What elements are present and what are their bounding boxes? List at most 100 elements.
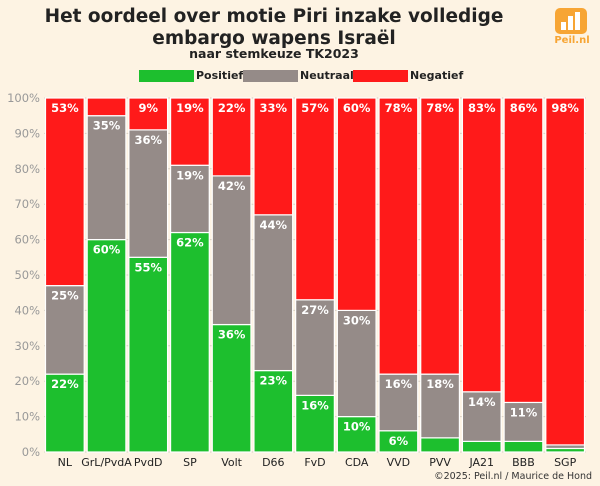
data-label: 11% — [510, 405, 538, 419]
bar-segment-positief — [128, 256, 169, 453]
legend-label-positief: Positief — [196, 69, 244, 82]
data-label: 18% — [426, 377, 454, 391]
x-tick-label: NL — [58, 456, 73, 469]
x-tick-label: PvdD — [134, 456, 163, 469]
y-tick-label: 50% — [14, 268, 40, 282]
chart-subtitle: naar stemkeuze TK2023 — [189, 46, 359, 61]
bar-segment-neutraal — [128, 129, 169, 258]
x-tick-label: VVD — [387, 456, 411, 469]
x-tick-label: FvD — [304, 456, 325, 469]
data-label: 60% — [93, 243, 121, 257]
bar-segment-neutraal — [44, 285, 85, 375]
y-tick-label: 10% — [14, 410, 40, 424]
y-tick-label: 60% — [14, 233, 40, 247]
data-label: 14% — [468, 395, 496, 409]
bar-segment-positief — [295, 394, 335, 453]
x-tick-label: Volt — [221, 456, 242, 469]
x-tick-label: SP — [183, 456, 197, 469]
data-label: 9% — [138, 101, 158, 115]
legend-swatch-neutraal — [243, 70, 298, 82]
legend-label-neutraal: Neutraal — [300, 69, 354, 82]
data-label: 23% — [260, 374, 288, 388]
bar-segment-neutraal — [295, 299, 335, 396]
data-label: 44% — [260, 218, 288, 232]
x-tick-label: JA21 — [468, 456, 494, 469]
y-tick-label: 40% — [14, 303, 40, 317]
data-label: 57% — [301, 101, 329, 115]
data-label: 10% — [343, 420, 371, 434]
bar-segment-neutraal — [211, 175, 252, 326]
data-label: 36% — [218, 328, 246, 342]
bar-segment-negatief — [336, 97, 377, 311]
bar-segment-negatief — [378, 97, 419, 375]
data-label: 78% — [426, 101, 454, 115]
legend-swatch-positief — [139, 70, 194, 82]
data-label: 78% — [385, 101, 413, 115]
bar-segment-positief — [336, 416, 377, 453]
x-tick-label: PVV — [429, 456, 451, 469]
bar-segment-neutraal — [253, 214, 294, 372]
bar-segment-negatief — [44, 97, 85, 287]
data-label: 22% — [218, 101, 246, 115]
data-label: 19% — [176, 168, 204, 182]
data-label: 33% — [260, 101, 288, 115]
bar-segment-negatief — [253, 97, 294, 216]
y-tick-label: 100% — [7, 91, 40, 105]
bar-segment-neutraal — [169, 164, 210, 234]
bar-segment-positief — [211, 323, 252, 453]
data-label: 16% — [385, 377, 413, 391]
bar-segment-negatief — [461, 97, 502, 393]
x-tick-label: D66 — [262, 456, 284, 469]
data-label: 98% — [551, 101, 579, 115]
bar-segment-positief — [503, 440, 544, 453]
data-label: 36% — [134, 133, 162, 147]
data-label: 19% — [176, 101, 204, 115]
data-label: 22% — [51, 377, 79, 391]
y-tick-label: 90% — [14, 126, 40, 140]
y-tick-label: 80% — [14, 162, 40, 176]
bar-segment-negatief — [169, 97, 210, 166]
bar-segment-neutraal — [336, 309, 377, 418]
data-label: 30% — [343, 313, 371, 327]
bar-segment-positief — [169, 231, 210, 453]
bar-segment-neutraal — [420, 373, 461, 439]
bar-segment-negatief — [295, 97, 335, 301]
bar-segment-negatief — [128, 97, 169, 131]
x-tick-label: SGP — [554, 456, 577, 469]
bar-segment-positief — [461, 440, 502, 453]
chart-title: Het oordeel over motie Piri inzake volle… — [44, 6, 504, 49]
data-label: 62% — [176, 236, 204, 250]
x-tick-label: GrL/PvdA — [81, 456, 132, 469]
bar-segment-positief — [420, 437, 461, 453]
x-tick-label: BBB — [512, 456, 535, 469]
data-label: 35% — [93, 119, 121, 133]
bar-segment-negatief — [545, 97, 586, 446]
bar-segment-positief — [44, 373, 85, 453]
bar-segment-positief — [86, 239, 127, 453]
bar-segment-neutraal — [378, 373, 419, 432]
data-label: 16% — [301, 398, 329, 412]
legend: Positief Neutraal Negatief — [0, 69, 600, 83]
data-label: 42% — [218, 179, 246, 193]
data-label: 25% — [51, 289, 79, 303]
bar-segment-negatief — [86, 97, 127, 117]
data-label: 27% — [301, 303, 329, 317]
footer-credit: ©2025: Peil.nl / Maurice de Hond — [434, 471, 592, 482]
bar-segment-neutraal — [86, 115, 127, 241]
peil-logo: Peil.nl — [553, 8, 590, 46]
data-label: 60% — [343, 101, 371, 115]
logo-text: Peil.nl — [554, 35, 590, 46]
y-tick-label: 30% — [14, 339, 40, 353]
legend-label-negatief: Negatief — [410, 69, 464, 82]
x-tick-label: CDA — [345, 456, 369, 469]
data-label: 83% — [468, 101, 496, 115]
bar-segment-negatief — [503, 97, 544, 404]
bar-chart-icon — [555, 8, 587, 34]
bar-segment-negatief — [211, 97, 252, 177]
data-label: 86% — [510, 101, 538, 115]
y-tick-label: 20% — [14, 374, 40, 388]
bar-segment-negatief — [420, 97, 461, 375]
data-label: 6% — [389, 434, 409, 448]
data-label: 53% — [51, 101, 79, 115]
